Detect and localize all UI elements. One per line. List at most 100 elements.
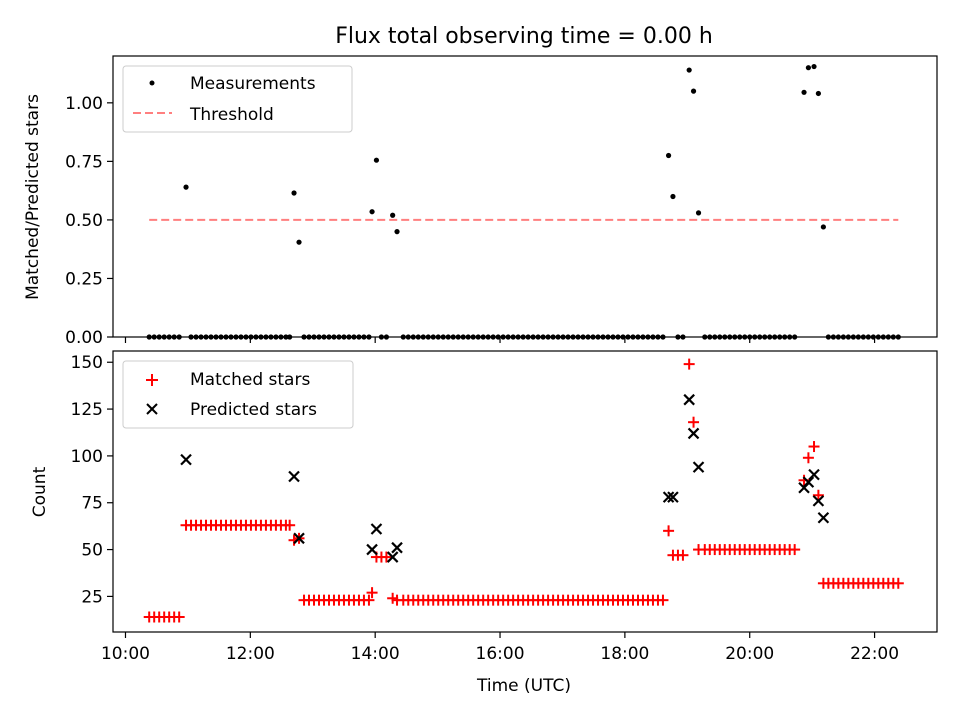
measurement-point [176, 334, 182, 340]
count-y-tick-label: 25 [81, 587, 103, 607]
count-y-tick-label: 100 [71, 447, 103, 467]
measurement-point [742, 334, 748, 340]
measurement-point [369, 209, 375, 215]
measurement-point [520, 334, 526, 340]
measurement-point [243, 334, 249, 340]
measurement-point [792, 334, 798, 340]
measurement-point [208, 334, 214, 340]
measurement-point [712, 334, 718, 340]
measurement-point [610, 334, 616, 340]
measurement-point [336, 334, 342, 340]
measurement-point [620, 334, 626, 340]
measurement-point [752, 334, 758, 340]
measurement-point [675, 334, 681, 340]
measurement-point [296, 239, 302, 245]
measurement-point [665, 152, 672, 159]
measurement-point [410, 334, 416, 340]
measurement-point [460, 334, 466, 340]
x-tick-label: 22:00 [850, 644, 899, 664]
ratio-y-tick-label: 1.00 [65, 94, 103, 114]
chart-title: Flux total observing time = 0.00 h [335, 24, 713, 49]
measurement-point [855, 334, 861, 340]
predicted-star-point [687, 427, 700, 440]
ratio-y-tick-label: 0.50 [65, 211, 103, 231]
measurement-point [835, 334, 841, 340]
measurement-point [346, 334, 352, 340]
measurement-point [840, 334, 846, 340]
measurement-point [707, 334, 713, 340]
measurement-point [485, 334, 491, 340]
measurement-point [188, 334, 194, 340]
measurement-point [787, 334, 793, 340]
ratio-legend-box [122, 65, 353, 133]
legend-matched-label: Matched stars [190, 370, 310, 390]
count-plot-frame [112, 350, 938, 633]
measurement-point [171, 334, 177, 340]
measurement-point [223, 334, 229, 340]
measurement-point [825, 334, 831, 340]
predicted-star-point [683, 393, 695, 406]
measurement-point [875, 334, 881, 340]
predicted-star-point [662, 491, 675, 503]
measurement-point [166, 334, 172, 340]
predicted-star-point [370, 523, 383, 535]
measurement-point [311, 334, 317, 340]
measurement-point [801, 89, 807, 95]
measurement-point [580, 334, 586, 340]
measurement-point [470, 334, 476, 340]
measurement-point [341, 334, 347, 340]
measurement-point [361, 334, 367, 340]
matched-star-point [683, 358, 695, 370]
predicted-star-point [692, 461, 705, 473]
measurement-point [860, 334, 866, 340]
measurement-point [450, 334, 456, 340]
measurement-point [782, 334, 788, 340]
matched-star-point [657, 594, 669, 606]
predicted-star-point [808, 468, 820, 481]
predicted-star-point [817, 511, 830, 524]
measurement-point [885, 334, 891, 340]
measurement-point [193, 334, 199, 340]
measurement-point [777, 334, 783, 340]
measurement-point [560, 334, 566, 340]
measurement-point [213, 334, 219, 340]
measurement-point [545, 334, 551, 340]
ratio-marks [146, 63, 901, 340]
measurement-point [640, 334, 646, 340]
measurement-point [747, 334, 753, 340]
measurement-point [686, 67, 692, 73]
measurement-point [595, 334, 601, 340]
measurement-point [156, 334, 162, 340]
count-legend: Matched stars Predicted stars [122, 360, 354, 429]
count-y-tick-label: 150 [71, 353, 103, 373]
predicted-star-point [180, 453, 192, 466]
predicted-star-point [366, 543, 378, 556]
measurement-point [805, 65, 812, 71]
measurement-point [695, 210, 702, 216]
predicted-star-point [293, 532, 305, 545]
measurement-point [356, 334, 362, 340]
measurement-point [615, 334, 621, 340]
measurement-point [767, 334, 773, 340]
measurement-point [378, 334, 385, 340]
ratio-y-tick-label: 0.25 [65, 269, 103, 289]
count-y-tick-label: 125 [71, 400, 103, 420]
legend-predicted-marker [146, 403, 158, 415]
matched-star-point [380, 551, 392, 563]
measurement-point [420, 334, 426, 340]
x-tick-label: 20:00 [725, 644, 774, 664]
measurement-point [415, 334, 421, 340]
measurement-point [630, 334, 636, 340]
measurement-point [383, 334, 390, 340]
measurement-point [655, 334, 661, 340]
legend-measurements-marker [149, 80, 155, 86]
predicted-star-point [802, 476, 815, 488]
predicted-star-point [812, 495, 825, 507]
measurement-point [645, 334, 651, 340]
measurement-point [510, 334, 516, 340]
measurement-point [762, 334, 768, 340]
measurement-point [258, 334, 264, 340]
measurement-point [722, 334, 728, 340]
measurement-point [727, 334, 733, 340]
